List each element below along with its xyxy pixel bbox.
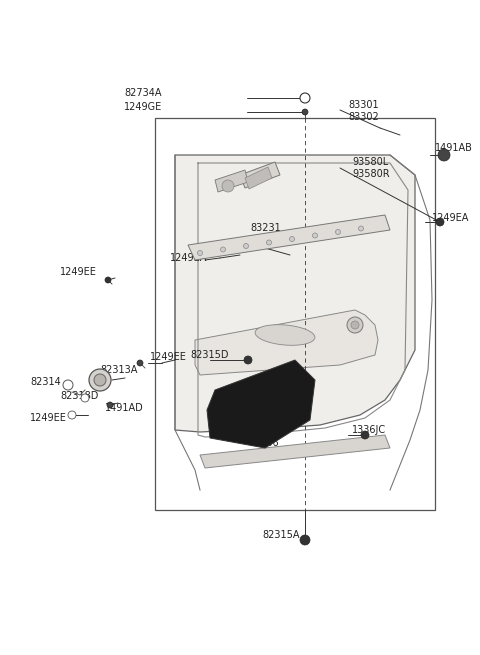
Text: 1491AB: 1491AB — [435, 143, 473, 153]
Circle shape — [222, 180, 234, 192]
Polygon shape — [175, 155, 415, 432]
Circle shape — [438, 149, 450, 161]
Text: 1249EE: 1249EE — [30, 413, 67, 423]
Circle shape — [436, 218, 444, 226]
Text: 1249EA: 1249EA — [170, 253, 207, 263]
Circle shape — [302, 109, 308, 115]
Text: 82315D: 82315D — [190, 350, 228, 360]
Text: 83302: 83302 — [348, 112, 379, 122]
Circle shape — [68, 411, 76, 419]
Circle shape — [137, 360, 143, 366]
Circle shape — [312, 233, 317, 238]
Circle shape — [336, 229, 340, 234]
Circle shape — [81, 394, 89, 402]
Text: 1249GE: 1249GE — [124, 102, 162, 112]
Polygon shape — [215, 170, 248, 192]
Circle shape — [107, 402, 113, 408]
Circle shape — [94, 374, 106, 386]
Ellipse shape — [255, 325, 315, 345]
Circle shape — [220, 247, 226, 252]
Circle shape — [351, 321, 359, 329]
Text: 1491AD: 1491AD — [105, 403, 144, 413]
Circle shape — [361, 431, 369, 439]
Circle shape — [63, 380, 73, 390]
Polygon shape — [155, 118, 435, 510]
Text: 83241: 83241 — [250, 235, 281, 245]
Text: 93580L: 93580L — [352, 157, 388, 167]
Circle shape — [89, 369, 111, 391]
Circle shape — [197, 250, 203, 255]
Text: 83366: 83366 — [248, 438, 278, 448]
Text: 82318D: 82318D — [60, 391, 98, 401]
Polygon shape — [245, 167, 272, 189]
Text: 93580R: 93580R — [352, 169, 390, 179]
Text: 1249EE: 1249EE — [60, 267, 97, 277]
Polygon shape — [195, 310, 378, 375]
Circle shape — [105, 277, 111, 283]
Text: 82313A: 82313A — [100, 365, 137, 375]
Text: 82315A: 82315A — [262, 530, 300, 540]
Text: 83301: 83301 — [348, 100, 379, 110]
Circle shape — [266, 240, 272, 245]
Polygon shape — [240, 162, 280, 188]
Text: 83231: 83231 — [250, 223, 281, 233]
Circle shape — [300, 535, 310, 545]
Circle shape — [289, 236, 295, 242]
Text: 83356B: 83356B — [248, 450, 286, 460]
Text: 82734A: 82734A — [124, 88, 162, 98]
Polygon shape — [200, 435, 390, 468]
Text: 1249EE: 1249EE — [150, 352, 187, 362]
Circle shape — [347, 317, 363, 333]
Polygon shape — [188, 215, 390, 260]
Text: 82314: 82314 — [30, 377, 61, 387]
Circle shape — [244, 356, 252, 364]
Circle shape — [243, 244, 249, 248]
Text: 1249EA: 1249EA — [432, 213, 469, 223]
Text: 1336JC: 1336JC — [352, 425, 386, 435]
Polygon shape — [207, 360, 315, 448]
Circle shape — [359, 226, 363, 231]
Circle shape — [300, 93, 310, 103]
